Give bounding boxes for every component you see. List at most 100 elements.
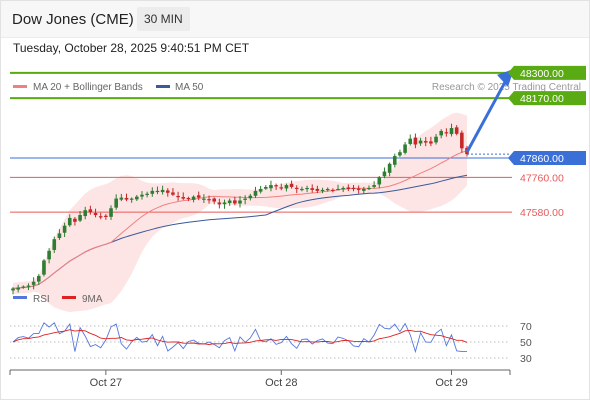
candle-body [42,260,46,275]
candle [140,191,144,200]
candle [460,130,464,153]
candle [62,222,67,238]
candle-body [243,198,247,200]
candle-body [377,177,382,185]
candle [202,194,206,204]
candle [392,153,397,168]
candle-body [196,195,201,198]
candle-body [284,185,289,189]
x-axis-ticks: Oct 27 Oct 28 Oct 29 [9,370,511,389]
candle [429,136,433,147]
candle [279,183,284,191]
candle-body [382,171,387,177]
bollinger-band-area [13,112,467,313]
candle-body [98,216,103,218]
candle-body [238,200,242,204]
candle-body [155,190,160,193]
candle-body [78,215,82,221]
candle [109,205,113,220]
candle [362,186,366,194]
legend-ma20-swatch [13,85,27,88]
candle-body [176,195,180,198]
candle [413,133,418,149]
candle-body [73,218,77,222]
candle-body [392,156,397,165]
candle [325,187,330,192]
candle [439,129,444,139]
candle-body [171,192,175,195]
candle [165,188,170,197]
candle [57,229,62,240]
candle [398,149,402,158]
candle-body [289,183,294,187]
candle [315,185,320,194]
candle [341,186,345,193]
candle [253,186,258,198]
candle-body [408,138,413,144]
candle-body [248,195,253,199]
candle-body [129,198,134,200]
candle-body [403,144,407,153]
candle-body [336,188,340,191]
candle [449,123,454,137]
candle-body [460,132,464,149]
credit-label: Research © 2025 Trading Central [432,82,581,93]
level-badge-2: 47860.00 [508,151,586,165]
candle [408,134,413,146]
candle-body [305,187,309,190]
level-labels: 48300.00 48170.00 47860.00 47760.00 47580.00 [508,65,586,219]
candle-body [429,141,433,144]
legend-rsi-label: RSI [33,294,50,305]
candle-body [434,136,438,143]
candle [16,284,20,293]
candle-body [362,188,366,191]
candle [305,185,309,193]
datetime-label: Tuesday, October 28, 2025 9:40:51 PM CET [13,41,250,55]
candle [98,212,103,220]
legend-ma20-label: MA 20 + Bollinger Bands [33,82,143,93]
candle-body [217,202,222,205]
candle [387,162,392,177]
candle [145,191,149,198]
candle [284,183,289,192]
level-label: 48170.00 [520,93,564,105]
candle-body [181,197,186,199]
candle-body [140,194,144,197]
candle [191,195,196,203]
candle [382,167,387,179]
candle-body [47,250,51,260]
candle [114,194,118,210]
level-label: 47860.00 [520,153,564,165]
candle-body [449,128,454,135]
rsi-tick-label: 70 [520,321,532,333]
candle [181,192,186,200]
candle-body [325,188,330,191]
candle [269,180,273,192]
candle-body [227,200,232,204]
candle [227,198,232,206]
candle [444,128,449,137]
candle-body [135,196,139,200]
rsi-lines [12,322,468,354]
x-tick-label: Oct 27 [90,377,122,389]
candle-body [145,193,149,195]
candle-body [439,130,444,136]
candle-body [11,288,15,291]
candle-body [207,199,211,201]
candle [367,185,371,191]
level-label: 47580.00 [520,207,564,219]
legend-rsi-ma-swatch [62,296,76,299]
candle-body [341,187,345,190]
candle-body [26,285,31,287]
candle-body [253,190,258,196]
candle-body [67,217,72,226]
candle [36,274,41,285]
candle-body [114,198,118,208]
candle-body [160,189,165,193]
candle [26,283,31,290]
interval-button[interactable]: 30 MIN [137,7,190,31]
candle-body [351,187,356,190]
candle-body [83,210,88,217]
candle [346,184,351,192]
candle [217,198,222,209]
